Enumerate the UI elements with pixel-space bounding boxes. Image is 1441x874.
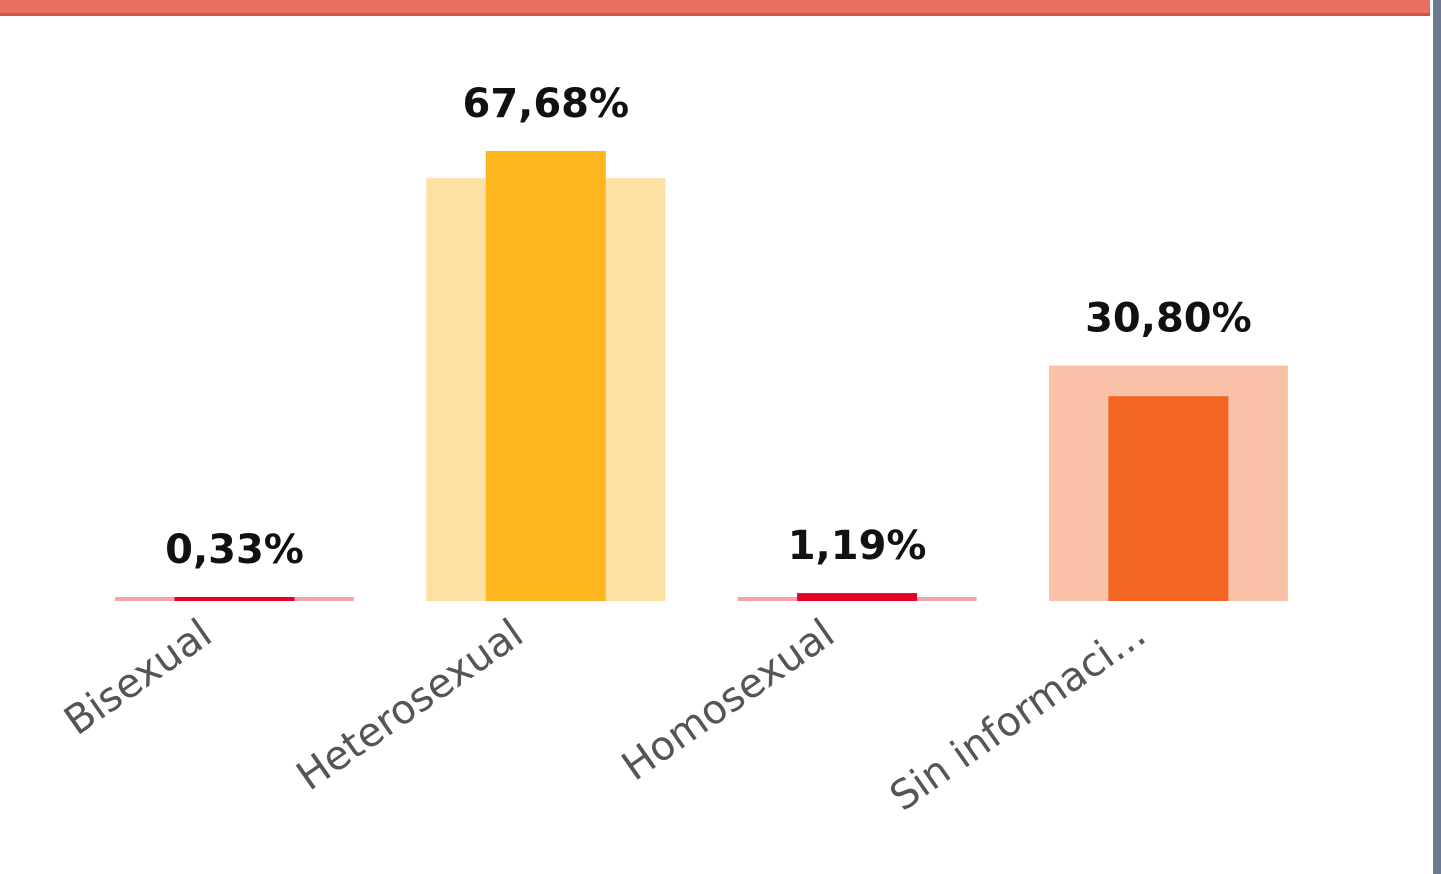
- value-label: 0,33%: [165, 527, 304, 573]
- value-label: 67,68%: [462, 81, 629, 127]
- bar: [174, 597, 295, 601]
- bar: [797, 593, 918, 601]
- top-bar: [0, 0, 1430, 15]
- x-tick-label: Homosexual: [614, 611, 843, 791]
- right-border: [1433, 0, 1441, 874]
- x-tick-label: Bisexual: [56, 611, 220, 745]
- bar: [485, 151, 606, 601]
- x-tick-label: Sin informaci...: [882, 611, 1154, 821]
- bar: [1108, 396, 1229, 601]
- value-label: 30,80%: [1085, 296, 1252, 342]
- value-label: 1,19%: [788, 523, 927, 569]
- top-bar-edge: [0, 13, 1430, 16]
- x-tick-label: Heterosexual: [289, 611, 532, 800]
